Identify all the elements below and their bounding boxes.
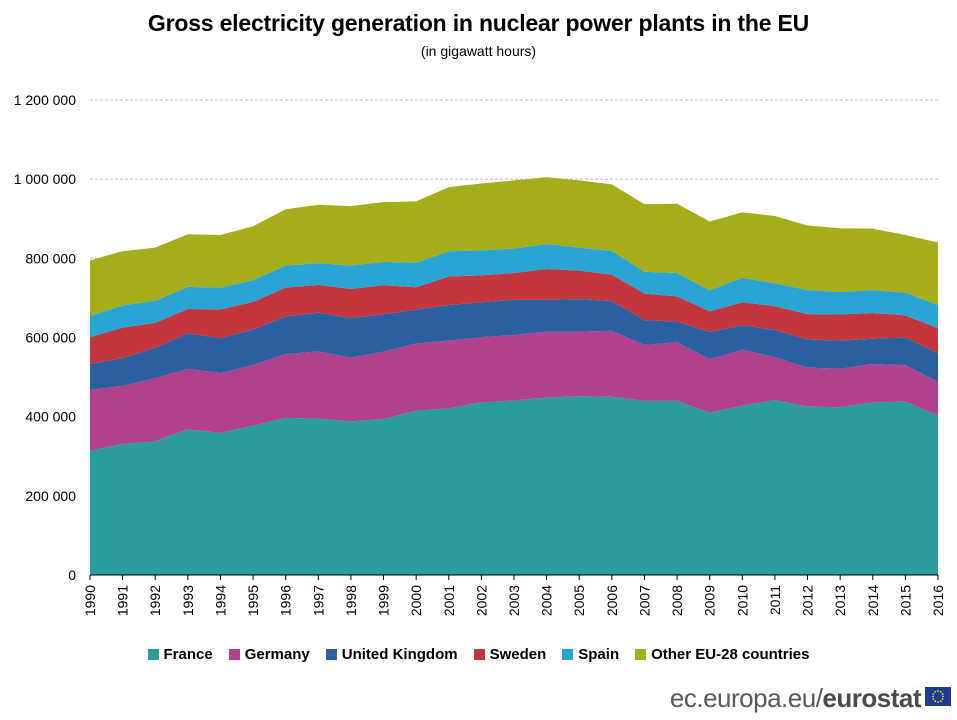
x-tick-label: 1990: [82, 585, 98, 616]
eu-flag-icon: [925, 687, 951, 706]
area-other-eu-28-countries: [90, 177, 938, 316]
x-tick-label: 1998: [343, 585, 359, 616]
legend-item-france: France: [147, 646, 213, 663]
y-tick-label: 1 200 000: [14, 92, 76, 108]
legend-swatch-sweden: [473, 649, 485, 660]
legend-swatch-france: [147, 649, 159, 660]
area-sweden: [90, 269, 938, 365]
x-tick-label: 2014: [865, 585, 881, 616]
stacked-area-chart: 0 200 000 400 000 600 000 800 000 1 000 000 1 …: [14, 92, 946, 616]
x-tick-label: 1991: [115, 585, 131, 616]
x-tick-label: 2008: [669, 585, 685, 616]
legend-swatch-germany: [228, 649, 240, 660]
y-tick-label: 800 000: [25, 250, 76, 266]
chart-title: Gross electricity generation in nuclear …: [147, 10, 810, 36]
x-tick-label: 2000: [408, 585, 424, 616]
x-tick-label: 2011: [767, 585, 783, 615]
x-tick-label: 2002: [473, 585, 489, 616]
x-tick-label: 1992: [147, 585, 163, 616]
legend-label-france: France: [163, 646, 213, 663]
x-tick-label: 2016: [930, 585, 946, 616]
x-tick-label: 1994: [212, 585, 228, 616]
area-united-kingdom: [90, 299, 938, 391]
x-tick-label: 2001: [441, 585, 457, 616]
x-tick-label: 2006: [604, 585, 620, 616]
x-tick-label: 2007: [636, 585, 652, 616]
legend-swatch-spain: [562, 649, 574, 660]
legend-label-other-eu: Other EU-28 countries: [651, 646, 810, 663]
x-tick-label: 2009: [702, 585, 718, 616]
legend-item-sweden: Sweden: [473, 646, 547, 663]
legend-label-united-kingdom: United Kingdom: [341, 646, 458, 663]
legend-item-united-kingdom: United Kingdom: [325, 646, 458, 663]
legend-label-spain: Spain: [578, 646, 620, 663]
legend-item-other-eu: Other EU-28 countries: [635, 646, 809, 663]
y-tick-label: 400 000: [25, 409, 76, 425]
chart-subtitle: (in gigawatt hours): [420, 43, 537, 59]
x-tick-label: 2015: [897, 585, 913, 616]
x-tick-label: 2010: [734, 585, 750, 616]
legend-item-germany: Germany: [228, 646, 310, 663]
y-tick-label: 600 000: [25, 330, 76, 346]
area-series-group: [90, 177, 938, 575]
legend: France Germany United Kingdom Sweden Spa…: [0, 646, 957, 663]
area-spain: [90, 244, 938, 338]
footer-site: ec.europa.eu/: [669, 683, 823, 713]
legend-swatch-united-kingdom: [325, 649, 337, 660]
axes: 0 200 000 400 000 600 000 800 000 1 000 000 1 …: [14, 92, 946, 616]
x-tick-label: 2005: [571, 585, 587, 616]
source-footer[interactable]: ec.europa.eu/eurostat: [669, 683, 922, 714]
legend-item-spain: Spain: [562, 646, 619, 663]
x-tick-label: 1997: [310, 585, 326, 616]
x-tick-label: 2013: [832, 585, 848, 616]
legend-label-sweden: Sweden: [489, 646, 547, 663]
x-tick-label: 1995: [245, 585, 261, 616]
legend-swatch-other-eu: [635, 649, 647, 660]
y-tick-label: 0: [68, 567, 76, 583]
legend-label-germany: Germany: [244, 646, 310, 663]
y-tick-label: 1 000 000: [14, 171, 76, 187]
area-germany: [90, 330, 938, 451]
x-tick-label: 1999: [376, 585, 392, 616]
area-france: [90, 396, 938, 575]
x-tick-label: 1993: [180, 585, 196, 616]
footer-brand: eurostat: [822, 683, 921, 713]
x-tick-label: 2004: [539, 585, 555, 616]
y-tick-label: 200 000: [25, 488, 76, 504]
x-tick-label: 1996: [278, 585, 294, 616]
x-tick-label: 2012: [800, 585, 816, 616]
x-tick-label: 2003: [506, 585, 522, 616]
